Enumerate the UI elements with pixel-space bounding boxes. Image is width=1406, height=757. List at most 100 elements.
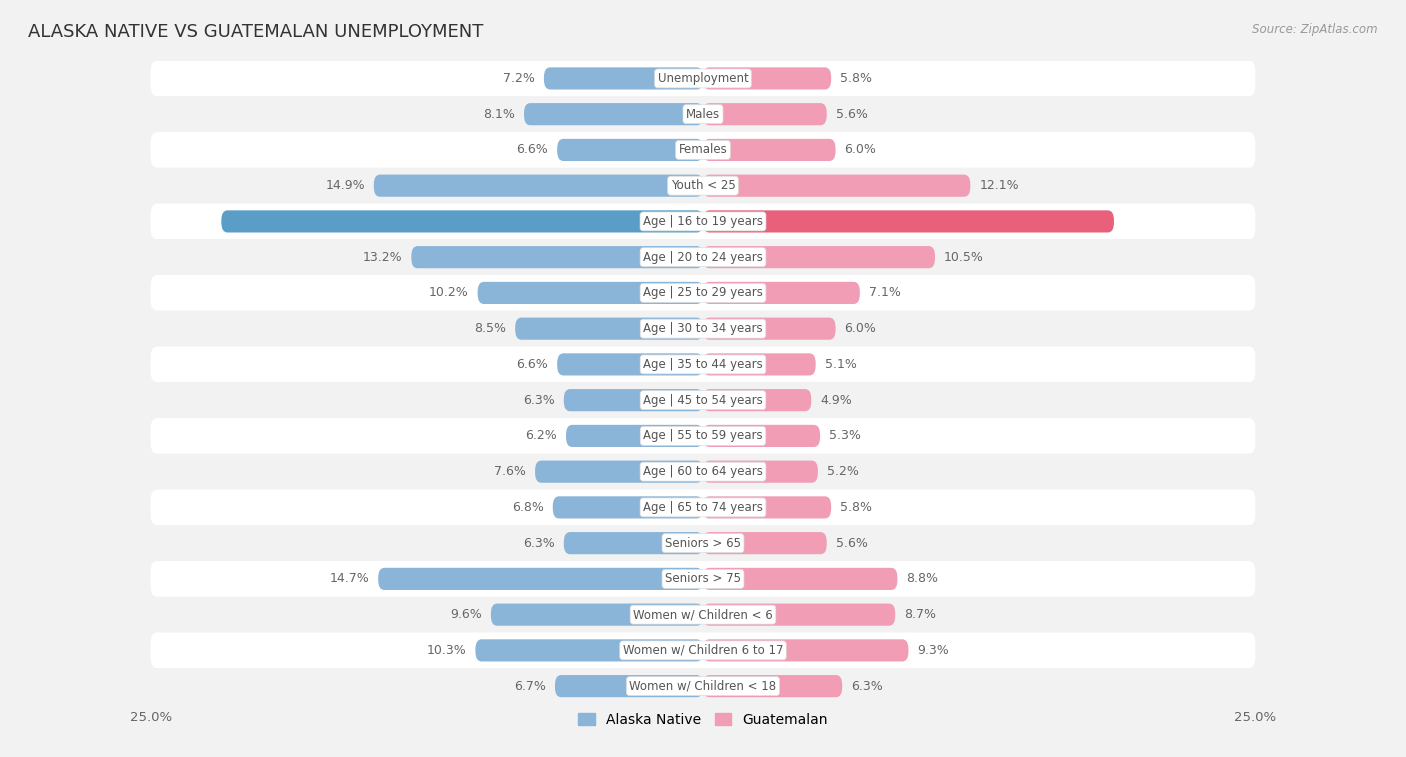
Text: Women w/ Children < 18: Women w/ Children < 18 <box>630 680 776 693</box>
FancyBboxPatch shape <box>150 132 1256 168</box>
FancyBboxPatch shape <box>475 640 703 662</box>
FancyBboxPatch shape <box>150 418 1256 453</box>
Text: 21.8%: 21.8% <box>648 215 692 228</box>
Text: Females: Females <box>679 143 727 157</box>
FancyBboxPatch shape <box>536 460 703 483</box>
FancyBboxPatch shape <box>150 204 1256 239</box>
Text: Age | 30 to 34 years: Age | 30 to 34 years <box>643 322 763 335</box>
Text: 9.3%: 9.3% <box>917 644 949 657</box>
Legend: Alaska Native, Guatemalan: Alaska Native, Guatemalan <box>572 707 834 733</box>
Text: 5.1%: 5.1% <box>824 358 856 371</box>
Text: 5.8%: 5.8% <box>839 72 872 85</box>
FancyBboxPatch shape <box>703 603 896 626</box>
Text: Age | 55 to 59 years: Age | 55 to 59 years <box>643 429 763 442</box>
FancyBboxPatch shape <box>703 318 835 340</box>
Text: 5.8%: 5.8% <box>839 501 872 514</box>
FancyBboxPatch shape <box>515 318 703 340</box>
Text: 6.6%: 6.6% <box>516 358 548 371</box>
FancyBboxPatch shape <box>703 460 818 483</box>
FancyBboxPatch shape <box>150 96 1256 132</box>
FancyBboxPatch shape <box>150 275 1256 311</box>
FancyBboxPatch shape <box>553 497 703 519</box>
FancyBboxPatch shape <box>703 67 831 89</box>
Text: 8.8%: 8.8% <box>907 572 938 585</box>
Text: 6.0%: 6.0% <box>845 143 876 157</box>
FancyBboxPatch shape <box>544 67 703 89</box>
FancyBboxPatch shape <box>703 282 860 304</box>
FancyBboxPatch shape <box>564 389 703 411</box>
FancyBboxPatch shape <box>374 175 703 197</box>
FancyBboxPatch shape <box>564 532 703 554</box>
FancyBboxPatch shape <box>150 61 1256 96</box>
FancyBboxPatch shape <box>150 239 1256 275</box>
FancyBboxPatch shape <box>703 532 827 554</box>
Text: 5.6%: 5.6% <box>835 107 868 120</box>
Text: ALASKA NATIVE VS GUATEMALAN UNEMPLOYMENT: ALASKA NATIVE VS GUATEMALAN UNEMPLOYMENT <box>28 23 484 41</box>
Text: 6.7%: 6.7% <box>515 680 546 693</box>
Text: 6.3%: 6.3% <box>523 394 555 407</box>
FancyBboxPatch shape <box>412 246 703 268</box>
FancyBboxPatch shape <box>150 168 1256 204</box>
Text: 10.3%: 10.3% <box>427 644 467 657</box>
FancyBboxPatch shape <box>491 603 703 626</box>
FancyBboxPatch shape <box>150 561 1256 597</box>
FancyBboxPatch shape <box>150 311 1256 347</box>
Text: Age | 16 to 19 years: Age | 16 to 19 years <box>643 215 763 228</box>
FancyBboxPatch shape <box>703 139 835 161</box>
Text: Age | 25 to 29 years: Age | 25 to 29 years <box>643 286 763 300</box>
FancyBboxPatch shape <box>524 103 703 125</box>
FancyBboxPatch shape <box>150 453 1256 490</box>
Text: Youth < 25: Youth < 25 <box>671 179 735 192</box>
Text: Seniors > 65: Seniors > 65 <box>665 537 741 550</box>
Text: 8.1%: 8.1% <box>484 107 515 120</box>
Text: 13.2%: 13.2% <box>363 251 402 263</box>
Text: 8.7%: 8.7% <box>904 608 936 621</box>
Text: Age | 45 to 54 years: Age | 45 to 54 years <box>643 394 763 407</box>
Text: Age | 20 to 24 years: Age | 20 to 24 years <box>643 251 763 263</box>
Text: 14.7%: 14.7% <box>329 572 370 585</box>
FancyBboxPatch shape <box>557 139 703 161</box>
FancyBboxPatch shape <box>378 568 703 590</box>
Text: Women w/ Children < 6: Women w/ Children < 6 <box>633 608 773 621</box>
FancyBboxPatch shape <box>703 103 827 125</box>
FancyBboxPatch shape <box>703 210 1114 232</box>
FancyBboxPatch shape <box>703 354 815 375</box>
FancyBboxPatch shape <box>555 675 703 697</box>
FancyBboxPatch shape <box>478 282 703 304</box>
Text: 4.9%: 4.9% <box>820 394 852 407</box>
Text: Age | 60 to 64 years: Age | 60 to 64 years <box>643 465 763 478</box>
FancyBboxPatch shape <box>703 389 811 411</box>
FancyBboxPatch shape <box>703 640 908 662</box>
Text: 6.6%: 6.6% <box>516 143 548 157</box>
FancyBboxPatch shape <box>703 497 831 519</box>
Text: Source: ZipAtlas.com: Source: ZipAtlas.com <box>1253 23 1378 36</box>
Text: Seniors > 75: Seniors > 75 <box>665 572 741 585</box>
FancyBboxPatch shape <box>150 347 1256 382</box>
Text: Women w/ Children 6 to 17: Women w/ Children 6 to 17 <box>623 644 783 657</box>
FancyBboxPatch shape <box>150 597 1256 633</box>
FancyBboxPatch shape <box>703 246 935 268</box>
Text: 12.1%: 12.1% <box>979 179 1019 192</box>
FancyBboxPatch shape <box>703 425 820 447</box>
Text: Age | 35 to 44 years: Age | 35 to 44 years <box>643 358 763 371</box>
Text: Age | 65 to 74 years: Age | 65 to 74 years <box>643 501 763 514</box>
Text: 7.1%: 7.1% <box>869 286 901 300</box>
FancyBboxPatch shape <box>221 210 703 232</box>
Text: 10.5%: 10.5% <box>943 251 984 263</box>
FancyBboxPatch shape <box>150 490 1256 525</box>
FancyBboxPatch shape <box>567 425 703 447</box>
Text: 5.2%: 5.2% <box>827 465 859 478</box>
Text: Unemployment: Unemployment <box>658 72 748 85</box>
Text: 10.2%: 10.2% <box>429 286 468 300</box>
Text: 14.9%: 14.9% <box>325 179 366 192</box>
FancyBboxPatch shape <box>150 633 1256 668</box>
FancyBboxPatch shape <box>703 675 842 697</box>
FancyBboxPatch shape <box>150 382 1256 418</box>
Text: 6.0%: 6.0% <box>845 322 876 335</box>
FancyBboxPatch shape <box>150 525 1256 561</box>
Text: 5.3%: 5.3% <box>830 429 860 442</box>
FancyBboxPatch shape <box>703 175 970 197</box>
Text: 5.6%: 5.6% <box>835 537 868 550</box>
Text: 7.6%: 7.6% <box>495 465 526 478</box>
Text: 9.6%: 9.6% <box>450 608 482 621</box>
